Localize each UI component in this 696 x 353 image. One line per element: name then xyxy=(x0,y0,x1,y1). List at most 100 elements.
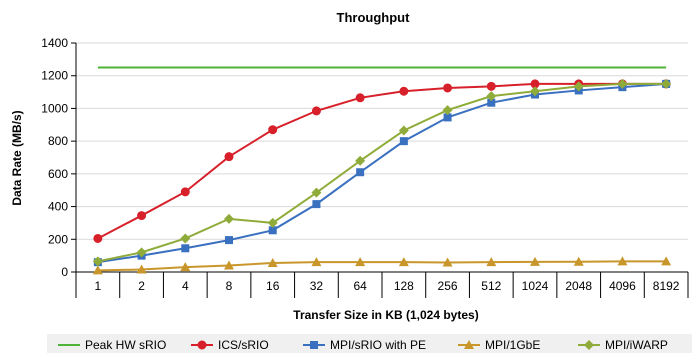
data-point xyxy=(442,105,453,116)
data-point xyxy=(617,78,628,89)
x-tick-label: 1 xyxy=(95,279,102,293)
x-tick-label: 8192 xyxy=(653,279,680,293)
data-point xyxy=(92,256,103,267)
y-tick-label: 0 xyxy=(61,265,68,279)
data-point xyxy=(442,257,453,267)
gridlines xyxy=(76,42,688,240)
data-point xyxy=(617,256,628,266)
data-point xyxy=(530,256,540,266)
series-line xyxy=(97,82,667,263)
x-tick-label: 8 xyxy=(226,279,233,293)
x-tick-label: 1024 xyxy=(522,279,549,293)
legend-background xyxy=(47,334,692,353)
legend-label: MPI/sRIO with PE xyxy=(330,338,426,352)
axes xyxy=(71,42,689,298)
data-point xyxy=(584,340,594,350)
data-point xyxy=(311,257,322,267)
data-point xyxy=(268,226,277,235)
data-point xyxy=(136,264,147,274)
series-ics-srio xyxy=(93,79,671,243)
y-tick-label: 1200 xyxy=(41,69,68,83)
data-point xyxy=(267,217,278,228)
x-axis-label: Transfer Size in KB (1,024 bytes) xyxy=(293,308,478,322)
y-tick-label: 400 xyxy=(48,200,68,214)
data-point xyxy=(443,83,453,93)
y-axis-label: Data Rate (MB/s) xyxy=(10,110,24,205)
x-tick-label: 512 xyxy=(481,279,501,293)
legend-item: MPI/iWARP xyxy=(578,338,668,352)
x-tick-label: 32 xyxy=(310,279,324,293)
data-point xyxy=(399,137,408,146)
data-point xyxy=(486,81,496,91)
data-point xyxy=(486,257,497,267)
series-mpi-iwarp xyxy=(92,78,672,267)
data-point xyxy=(92,265,103,275)
x-tick-label: 256 xyxy=(438,279,458,293)
data-point xyxy=(267,258,278,268)
data-point xyxy=(268,125,278,135)
data-point xyxy=(573,256,584,266)
data-point xyxy=(399,86,409,96)
legend-label: MPI/1GbE xyxy=(485,338,540,352)
series-group xyxy=(92,66,672,275)
data-point xyxy=(197,340,207,350)
data-point xyxy=(355,155,366,166)
series-line xyxy=(97,82,667,240)
y-tick-label: 200 xyxy=(48,232,68,246)
x-tick-label: 4 xyxy=(182,279,189,293)
data-point xyxy=(180,233,191,244)
x-tick-label: 4096 xyxy=(609,279,636,293)
data-point xyxy=(93,233,103,243)
y-tick-labels: 0 200 400 600 800 1000 1200 1400 xyxy=(41,36,68,279)
legend-label: ICS/sRIO xyxy=(218,338,269,352)
x-tick-label: 2 xyxy=(138,279,145,293)
chart-title: Throughput xyxy=(337,10,411,25)
data-point xyxy=(311,106,321,116)
legend-item: Peak HW sRIO xyxy=(58,338,166,352)
data-point xyxy=(310,341,318,349)
legend-label: MPI/iWARP xyxy=(605,338,668,352)
series-mpi-srio-with-pe xyxy=(93,79,671,267)
data-point xyxy=(356,168,365,177)
x-tick-label: 64 xyxy=(353,279,367,293)
data-point xyxy=(180,187,190,197)
data-point xyxy=(312,200,321,209)
data-point xyxy=(573,81,584,92)
series-mpi-1gbe xyxy=(92,256,672,275)
data-point xyxy=(224,213,234,224)
data-point xyxy=(311,187,322,198)
y-tick-label: 800 xyxy=(48,134,68,148)
legend: Peak HW sRIO ICS/sRIO MPI/sRIO with PE MPI/… xyxy=(47,334,692,353)
y-tick-label: 1000 xyxy=(41,101,68,115)
data-point xyxy=(181,244,190,253)
data-point xyxy=(486,91,497,102)
x-tick-label: 2048 xyxy=(565,279,592,293)
data-point xyxy=(225,236,233,245)
data-point xyxy=(443,113,452,122)
data-point xyxy=(224,152,234,162)
legend-label: Peak HW sRIO xyxy=(85,338,166,352)
data-point xyxy=(224,260,234,270)
data-point xyxy=(136,247,147,258)
legend-item: ICS/sRIO xyxy=(191,338,269,352)
x-tick-labels: 1 2 4 8 16 32 64 128 256 512 1024 2048 4096 8192 xyxy=(95,279,680,293)
data-point xyxy=(398,257,409,267)
x-tick-label: 16 xyxy=(266,279,280,293)
legend-item: MPI/sRIO with PE xyxy=(303,338,426,352)
series-line xyxy=(97,82,667,264)
data-point xyxy=(464,340,474,349)
y-tick-label: 600 xyxy=(48,167,68,181)
data-point xyxy=(661,78,672,89)
data-point xyxy=(398,125,409,136)
y-tick-label: 1400 xyxy=(41,36,68,50)
data-point xyxy=(530,86,540,97)
data-point xyxy=(137,211,147,221)
data-point xyxy=(355,257,366,267)
data-point xyxy=(180,262,191,272)
series-line xyxy=(97,260,667,272)
data-point xyxy=(487,98,496,107)
data-point xyxy=(355,93,365,103)
data-point xyxy=(661,256,672,266)
x-tick-label: 128 xyxy=(394,279,414,293)
